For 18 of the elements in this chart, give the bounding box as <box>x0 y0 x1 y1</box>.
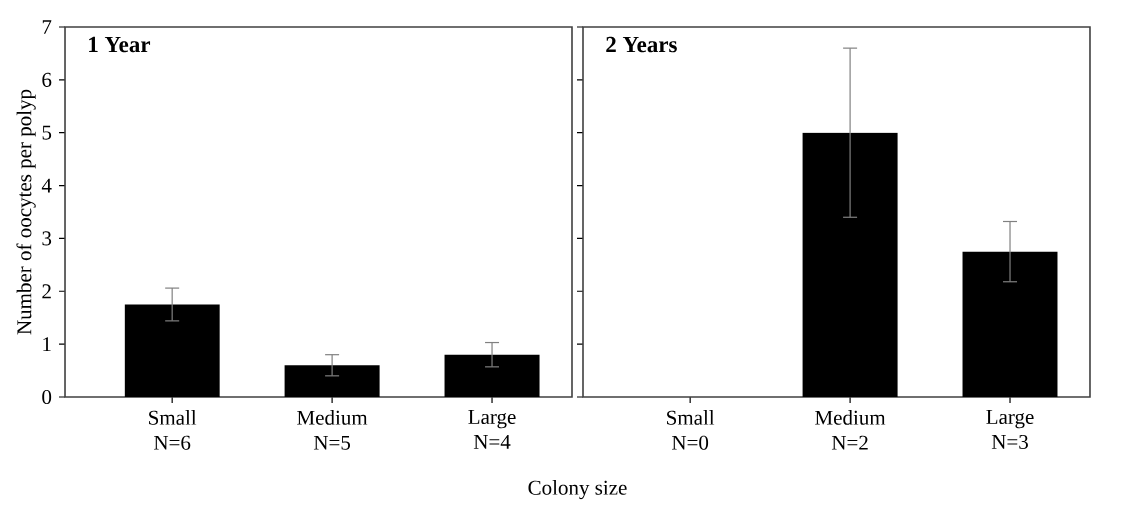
y-tick-label: 6 <box>42 72 52 88</box>
y-tick-label: 4 <box>41 178 52 193</box>
y-tick-label: 0 <box>42 389 52 405</box>
y-tick-label: 2 <box>42 284 51 299</box>
chart-title: 1 Year <box>89 36 151 53</box>
x-tick-label: Large N=3 <box>986 410 1034 450</box>
x-tick-label: Medium N=2 <box>815 410 886 450</box>
x-tick-label: Medium N=5 <box>297 410 368 450</box>
y-tick-label: 3 <box>42 231 52 246</box>
x-tick-label: Large N=4 <box>468 410 516 449</box>
x-tick-label: Small N=6 <box>149 410 197 450</box>
chart-title: 2 Years <box>606 36 677 53</box>
y-tick-label: 1 <box>43 337 51 352</box>
y-axis-title: Number of oocytes per polyp <box>16 89 36 335</box>
x-axis-title: Colony size <box>528 480 627 500</box>
x-tick-label: Small N=0 <box>667 410 715 450</box>
y-tick-label: 7 <box>42 20 52 34</box>
y-tick-label: 5 <box>42 125 52 140</box>
